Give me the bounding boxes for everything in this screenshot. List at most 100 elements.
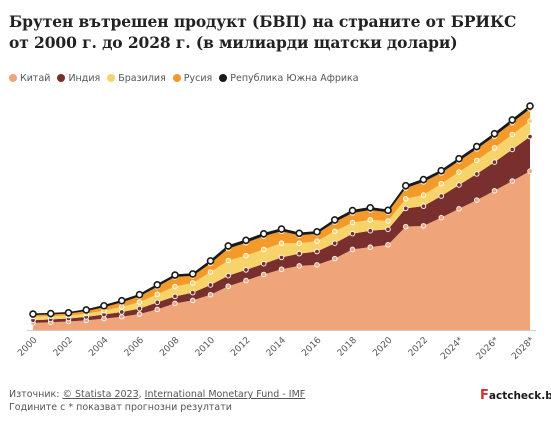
data-point-Бразилия-2027*[interactable] (509, 131, 516, 138)
data-point-Китай-2027*[interactable] (509, 178, 516, 184)
data-point-Китай-2020[interactable] (385, 242, 391, 248)
legend-item-brazil[interactable]: Бразилия (107, 73, 166, 84)
data-point-Китай-2017[interactable] (332, 255, 338, 262)
data-point-Китай-2014[interactable] (278, 266, 285, 272)
data-point-Република Южна Африка-2008[interactable] (171, 271, 179, 279)
data-point-Република Южна Африка-2005[interactable] (117, 296, 126, 305)
data-point-Република Южна Африка-2009[interactable] (188, 270, 197, 278)
data-point-Китай-2008[interactable] (172, 300, 178, 307)
data-point-Китай-2024*[interactable] (456, 206, 462, 212)
data-point-Индия-2013[interactable] (261, 260, 267, 267)
data-point-Индия-2025*[interactable] (474, 171, 480, 177)
data-point-Индия-2005[interactable] (118, 309, 125, 315)
data-point-Бразилия-2026*[interactable] (491, 145, 498, 151)
data-point-Индия-2028*[interactable] (527, 133, 533, 140)
data-point-Индия-2007[interactable] (154, 299, 160, 306)
data-point-Република Южна Африка-2011[interactable] (224, 242, 233, 250)
legend-item-south-africa[interactable]: Република Южна Африка (219, 73, 359, 84)
data-point-Китай-2010[interactable] (207, 291, 214, 298)
data-point-Бразилия-2019[interactable] (367, 217, 374, 223)
data-point-Индия-2006[interactable] (136, 305, 143, 312)
data-point-Република Южна Африка-2004[interactable] (100, 301, 108, 310)
data-point-Китай-2023*[interactable] (438, 214, 445, 221)
data-point-Република Южна Африка-2021[interactable] (401, 181, 410, 190)
data-point-Бразилия-2024*[interactable] (456, 169, 462, 175)
data-point-Индия-2011[interactable] (225, 272, 231, 279)
data-point-Република Южна Африка-2007[interactable] (153, 280, 162, 289)
data-point-Китай-2013[interactable] (261, 271, 267, 278)
data-point-Индия-2015[interactable] (296, 250, 303, 257)
data-point-Република Южна Африка-2024*[interactable] (455, 154, 463, 163)
data-point-Бразилия-2016[interactable] (314, 238, 320, 244)
data-point-Китай-2028*[interactable] (527, 168, 533, 174)
data-point-Бразилия-2020[interactable] (385, 218, 391, 224)
data-point-Индия-2009[interactable] (189, 289, 196, 296)
data-point-Индия-2012[interactable] (243, 267, 249, 273)
data-point-Република Южна Африка-2013[interactable] (259, 229, 268, 238)
data-point-Република Южна Африка-2015[interactable] (295, 229, 304, 238)
data-point-Индия-2024*[interactable] (456, 182, 462, 188)
data-point-Бразилия-2005[interactable] (118, 304, 125, 310)
data-point-Република Южна Африка-2022[interactable] (419, 175, 428, 184)
data-point-Република Южна Африка-2017[interactable] (330, 216, 339, 224)
data-point-Китай-2019[interactable] (367, 244, 374, 250)
data-point-Бразилия-2015[interactable] (296, 240, 303, 246)
data-point-Бразилия-2022[interactable] (420, 192, 427, 198)
data-point-Република Южна Африка-2018[interactable] (348, 206, 357, 215)
data-point-Бразилия-2025*[interactable] (474, 157, 480, 164)
legend-item-russia[interactable]: Русия (172, 73, 212, 84)
legend-item-china[interactable]: Китай (9, 73, 50, 84)
data-point-Република Южна Африка-2028*[interactable] (526, 102, 534, 110)
data-point-Китай-2007[interactable] (154, 306, 160, 313)
data-point-Индия-2020[interactable] (385, 226, 391, 233)
data-point-Република Южна Африка-2025*[interactable] (472, 142, 481, 151)
data-point-Бразилия-2014[interactable] (278, 240, 285, 246)
data-point-Република Южна Африка-2003[interactable] (82, 306, 91, 314)
data-point-Индия-2023*[interactable] (438, 193, 445, 199)
data-point-Китай-2005[interactable] (118, 313, 125, 320)
data-point-Република Южна Африка-2002[interactable] (64, 308, 73, 317)
data-point-Индия-2027*[interactable] (509, 146, 516, 153)
data-point-Индия-2026*[interactable] (491, 159, 498, 165)
data-point-Бразилия-2007[interactable] (154, 291, 160, 297)
data-point-Република Южна Африка-2027*[interactable] (508, 116, 517, 124)
data-point-Бразилия-2021[interactable] (403, 196, 409, 202)
data-point-Индия-2019[interactable] (367, 227, 374, 234)
data-point-Бразилия-2023*[interactable] (438, 180, 445, 187)
data-point-Бразилия-2008[interactable] (172, 283, 178, 290)
data-point-Бразилия-2010[interactable] (207, 269, 214, 275)
data-point-Бразилия-2017[interactable] (332, 228, 338, 234)
data-point-Бразилия-2009[interactable] (189, 280, 196, 286)
data-point-Китай-2015[interactable] (296, 263, 303, 269)
data-point-Китай-2021[interactable] (403, 223, 409, 230)
data-point-Република Южна Африка-2020[interactable] (384, 206, 392, 215)
data-point-Китай-2012[interactable] (243, 277, 249, 284)
data-point-Китай-2026*[interactable] (491, 188, 498, 194)
data-point-Република Южна Африка-2016[interactable] (313, 228, 321, 236)
data-point-Република Южна Африка-2023*[interactable] (437, 166, 446, 175)
data-point-Китай-2018[interactable] (349, 246, 356, 253)
data-point-Република Южна Африка-2006[interactable] (135, 290, 144, 299)
data-point-Република Южна Африка-2001[interactable] (46, 309, 55, 318)
data-point-Китай-2009[interactable] (189, 297, 196, 304)
data-point-Китай-2011[interactable] (225, 283, 231, 289)
data-point-Република Южна Африка-2014[interactable] (277, 225, 286, 233)
data-point-Република Южна Африка-2010[interactable] (206, 257, 215, 265)
data-point-Република Южна Африка-2012[interactable] (242, 236, 250, 245)
data-point-Бразилия-2006[interactable] (136, 299, 143, 305)
data-point-Индия-2022[interactable] (420, 203, 427, 209)
data-point-Република Южна Африка-2026*[interactable] (490, 129, 499, 138)
data-point-Бразилия-2011[interactable] (225, 257, 231, 264)
legend-item-india[interactable]: Индия (57, 73, 100, 84)
data-point-Китай-2025*[interactable] (474, 197, 480, 203)
data-point-Индия-2018[interactable] (349, 230, 356, 237)
data-point-Индия-2010[interactable] (207, 282, 214, 288)
data-point-Китай-2022[interactable] (420, 223, 427, 229)
data-point-Индия-2008[interactable] (172, 293, 178, 300)
data-point-Бразилия-2028*[interactable] (527, 118, 533, 124)
source-link-imf[interactable]: International Monetary Fund - IMF (144, 389, 306, 400)
data-point-Китай-2016[interactable] (314, 262, 320, 268)
data-point-Бразилия-2013[interactable] (261, 246, 267, 253)
data-point-Индия-2021[interactable] (403, 205, 409, 212)
